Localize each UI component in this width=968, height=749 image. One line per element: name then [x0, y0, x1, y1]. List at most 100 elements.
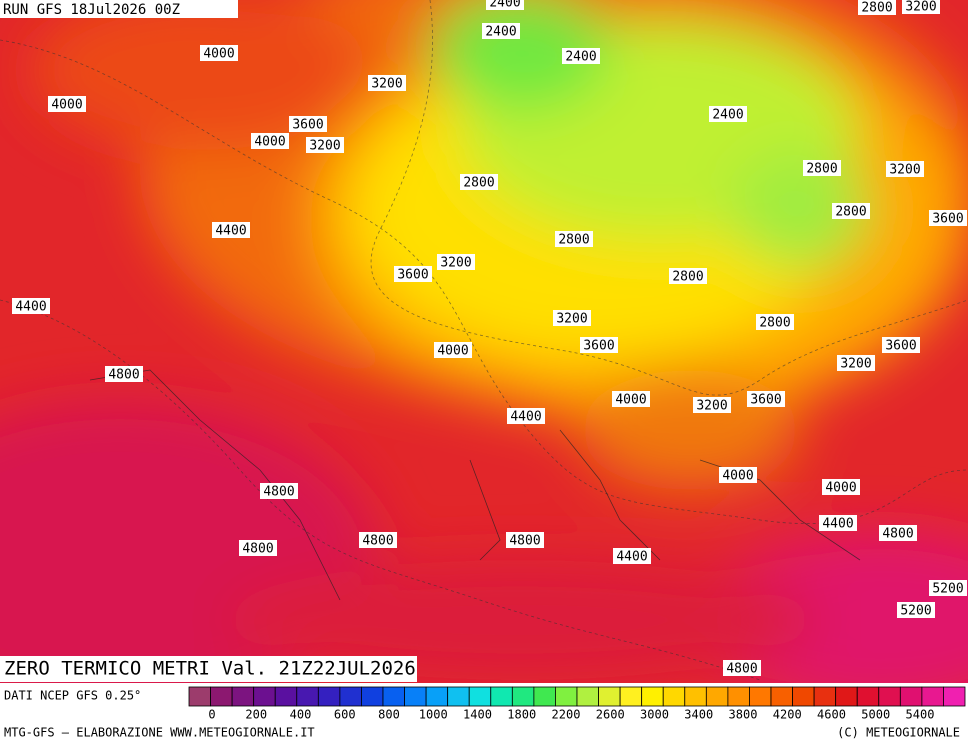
color-swatch — [317, 686, 341, 707]
colorbar: 0 200 400 600 800 1000 1400 1800 2200 2600 3000 340… — [188, 686, 966, 722]
colorbar-label: 1000 — [419, 708, 448, 722]
label-box — [669, 268, 707, 284]
label-box — [580, 337, 618, 353]
color-swatch — [705, 686, 729, 707]
contour-label: 4400 — [510, 410, 541, 425]
colorbar-label: 800 — [378, 708, 400, 722]
contour-label: 3200 — [696, 399, 727, 414]
contour-label: 4000 — [51, 98, 82, 113]
source: DATI NCEP GFS 0.25° — [4, 689, 141, 703]
contour-label: 5200 — [900, 604, 931, 619]
color-swatch — [943, 686, 966, 707]
contour-label: 2800 — [759, 316, 790, 331]
label-box — [553, 310, 591, 326]
label-box — [879, 525, 917, 541]
label-box — [105, 366, 143, 382]
color-swatch — [856, 686, 880, 707]
contour-label: 3600 — [583, 339, 614, 354]
label-box — [506, 532, 544, 548]
footer-left: MTG-GFS – ELABORAZIONE WWW.METEOGIORNALE… — [4, 726, 315, 740]
contour-label: 4000 — [437, 344, 468, 359]
colorbar-label: 3000 — [640, 708, 669, 722]
contour-label: 3600 — [292, 118, 323, 133]
contour-label: 3200 — [556, 312, 587, 327]
label-box — [555, 231, 593, 247]
contour-label: 2800 — [672, 270, 703, 285]
colorbar-label: 5000 — [861, 708, 890, 722]
map-fields — [0, 0, 968, 683]
color-swatch — [899, 686, 923, 707]
colorbar-label: 200 — [245, 708, 267, 722]
colorbar-label: 2600 — [596, 708, 625, 722]
contour-label: 3200 — [371, 77, 402, 92]
contour-label: 2800 — [463, 176, 494, 191]
color-swatch — [296, 686, 319, 707]
color-swatch — [210, 686, 233, 707]
color-swatch — [641, 686, 664, 707]
contour-label: 3200 — [889, 163, 920, 178]
color-swatch — [533, 686, 556, 707]
color-swatch — [792, 686, 815, 707]
label-box — [803, 160, 841, 176]
map-title: ZERO TERMICO METRI Val. 21Z22JUL2026 — [4, 658, 416, 680]
label-box — [837, 355, 875, 371]
color-swatch — [511, 686, 535, 707]
contour-label: 3600 — [932, 212, 963, 227]
contour-label: 4000 — [203, 47, 234, 62]
color-swatch — [770, 686, 793, 707]
colorbar-label: 3400 — [684, 708, 713, 722]
contour-label: 4400 — [215, 224, 246, 239]
color-swatch — [490, 686, 513, 707]
label-box — [359, 532, 397, 548]
contour-label: 2400 — [565, 50, 596, 65]
label-box — [723, 660, 761, 676]
contour-label: 4000 — [825, 481, 856, 496]
header-box — [0, 0, 238, 18]
label-box — [486, 0, 524, 10]
color-swatch — [878, 686, 901, 707]
label-box — [819, 515, 857, 531]
label-box — [832, 203, 870, 219]
contour-label: 3200 — [840, 357, 871, 372]
label-box — [394, 266, 432, 282]
contour-label: 2800 — [861, 1, 892, 16]
contour-label: 3600 — [885, 339, 916, 354]
color-swatch — [188, 686, 211, 707]
label-box — [460, 174, 498, 190]
label-box — [289, 116, 327, 132]
contour-label: 3200 — [309, 139, 340, 154]
label-box — [882, 337, 920, 353]
color-swatch — [684, 686, 707, 707]
contour-label: 4800 — [108, 368, 139, 383]
color-swatch — [274, 686, 298, 707]
colorbar-label: 0 — [208, 708, 215, 722]
contour-label: 4000 — [615, 393, 646, 408]
contour-label: 4000 — [254, 135, 285, 150]
label-box — [747, 391, 785, 407]
contour-label: 4800 — [242, 542, 273, 557]
label-box — [822, 479, 860, 495]
contour-label: 3600 — [750, 393, 781, 408]
contour-labels: 2400 2400 2400 2400 2800 3200 4000 4000 3200 3600… — [12, 0, 967, 677]
label-box — [12, 298, 50, 314]
contour-label: 4400 — [15, 300, 46, 315]
label-box — [437, 254, 475, 270]
color-swatch — [425, 686, 449, 707]
color-swatch — [447, 686, 470, 707]
color-swatch — [813, 686, 837, 707]
color-swatch — [253, 686, 276, 707]
label-box — [756, 314, 794, 330]
color-swatch — [382, 686, 405, 707]
color-swatch — [598, 686, 621, 707]
color-swatch — [921, 686, 944, 707]
color-swatch — [339, 686, 362, 707]
label-box — [482, 23, 520, 39]
label-box — [612, 391, 650, 407]
label-box — [368, 75, 406, 91]
colorbar-label: 2200 — [552, 708, 581, 722]
contour-label: 2800 — [835, 205, 866, 220]
contour-label: 4800 — [263, 485, 294, 500]
label-box — [239, 540, 277, 556]
contour-label: 4800 — [882, 527, 913, 542]
